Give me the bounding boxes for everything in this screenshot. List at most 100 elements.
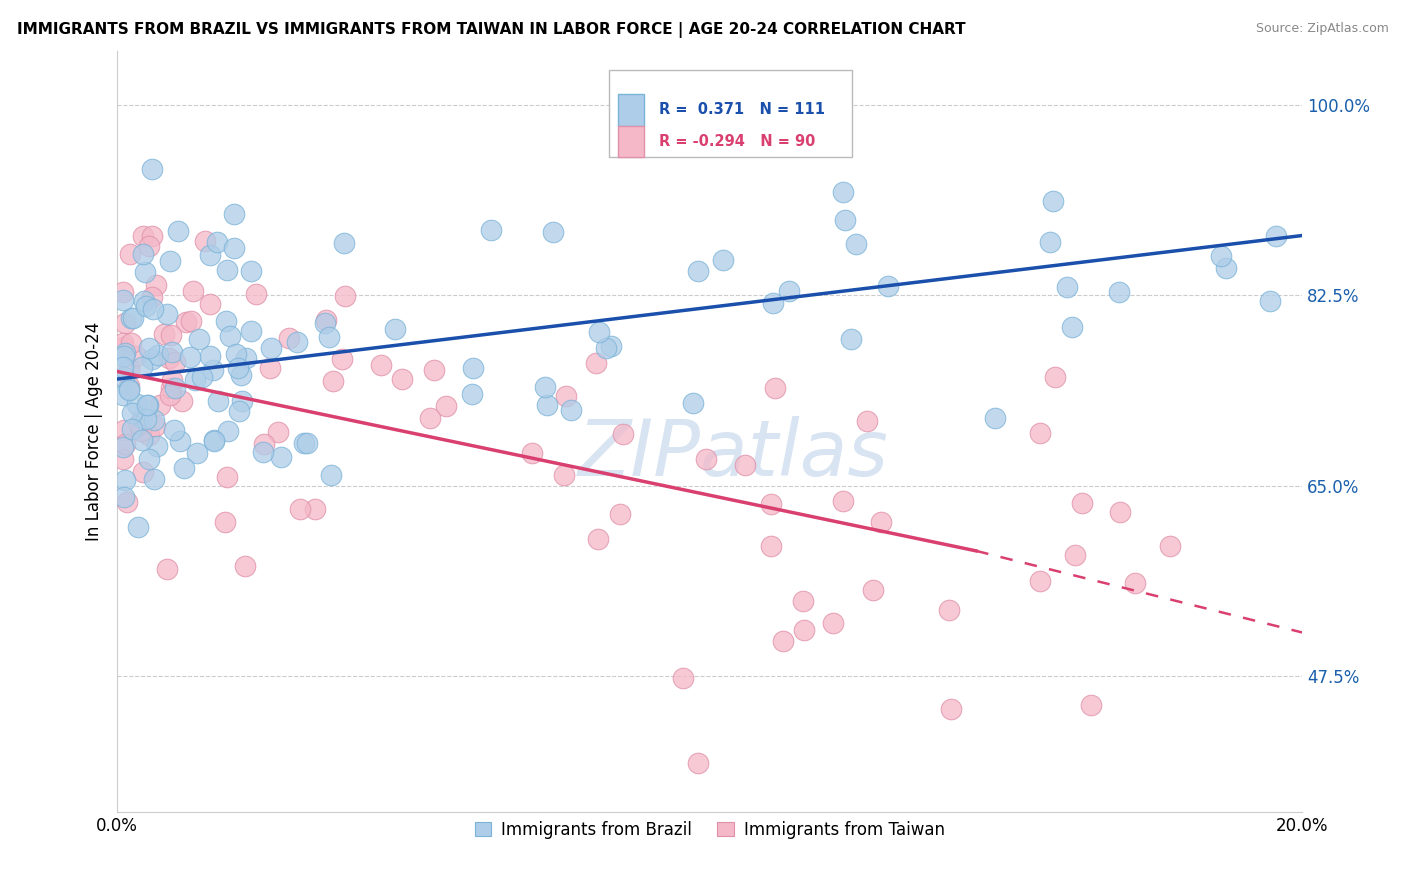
Point — [260, 341, 283, 355]
Point — [520, 445, 543, 459]
Point — [585, 356, 607, 370]
Point — [132, 228, 155, 243]
Point — [553, 467, 575, 482]
Point — [129, 424, 152, 438]
Point — [762, 296, 785, 310]
Point — [115, 495, 138, 509]
Point — [1039, 235, 1062, 250]
Point — [672, 671, 695, 685]
Point — [287, 334, 309, 349]
Point — [122, 310, 145, 325]
Point — [142, 413, 165, 427]
Bar — [609, 70, 852, 157]
Point — [135, 299, 157, 313]
Point — [315, 312, 337, 326]
Point — [1211, 249, 1233, 263]
Point — [225, 346, 247, 360]
Text: R = -0.294   N = 90: R = -0.294 N = 90 — [658, 134, 815, 149]
Point — [145, 278, 167, 293]
Point — [588, 325, 610, 339]
Point — [138, 341, 160, 355]
Point — [121, 421, 143, 435]
Point — [686, 756, 709, 770]
Point — [288, 501, 311, 516]
Point — [688, 263, 710, 277]
Bar — [619, 126, 644, 158]
Point — [834, 213, 856, 227]
Point — [118, 382, 141, 396]
Point — [194, 235, 217, 249]
Point — [1123, 576, 1146, 591]
Point — [228, 403, 250, 417]
Point — [207, 394, 229, 409]
Point — [711, 253, 734, 268]
Point — [772, 634, 794, 648]
Point — [132, 466, 155, 480]
Point — [682, 396, 704, 410]
Point — [156, 562, 179, 576]
Point — [202, 433, 225, 447]
Point — [270, 450, 292, 464]
Point — [146, 439, 169, 453]
Point — [143, 419, 166, 434]
Point — [127, 520, 149, 534]
Point — [160, 373, 183, 387]
Point — [198, 296, 221, 310]
Point — [141, 229, 163, 244]
Point — [112, 285, 135, 299]
Point — [233, 559, 256, 574]
Point — [534, 380, 557, 394]
Point — [138, 428, 160, 442]
Point — [112, 335, 135, 350]
Point — [330, 351, 353, 366]
Point — [1215, 261, 1237, 276]
Point — [984, 410, 1007, 425]
Point — [231, 394, 253, 409]
Point — [253, 437, 276, 451]
Point — [1029, 574, 1052, 588]
Text: Source: ZipAtlas.com: Source: ZipAtlas.com — [1256, 22, 1389, 36]
Point — [1028, 426, 1050, 441]
Point — [160, 327, 183, 342]
Point — [759, 540, 782, 554]
Point — [778, 285, 800, 299]
Point — [333, 235, 356, 250]
Point — [112, 423, 135, 437]
Point — [423, 363, 446, 377]
Legend: Immigrants from Brazil, Immigrants from Taiwan: Immigrants from Brazil, Immigrants from … — [468, 814, 952, 846]
Point — [586, 532, 609, 546]
Point — [181, 285, 204, 299]
Point — [938, 603, 960, 617]
Text: R =  0.371   N = 111: R = 0.371 N = 111 — [658, 103, 825, 118]
Point — [114, 474, 136, 488]
Point — [222, 241, 245, 255]
Point — [118, 246, 141, 260]
Point — [370, 359, 392, 373]
Point — [112, 359, 135, 374]
Point — [1042, 194, 1064, 208]
Point — [138, 452, 160, 467]
Point — [391, 372, 413, 386]
Point — [173, 460, 195, 475]
Point — [252, 444, 274, 458]
Point — [125, 350, 148, 364]
Point — [118, 379, 141, 393]
Point — [481, 223, 503, 237]
Point — [434, 400, 457, 414]
Point — [143, 471, 166, 485]
Point — [128, 417, 150, 432]
Point — [141, 352, 163, 367]
Point — [832, 493, 855, 508]
Point — [131, 359, 153, 374]
Point — [135, 398, 157, 412]
Point — [266, 425, 288, 440]
Point — [114, 317, 136, 331]
Point — [159, 254, 181, 268]
Point — [322, 374, 344, 388]
Point — [214, 515, 236, 529]
Point — [165, 354, 187, 368]
Point — [162, 345, 184, 359]
Point — [180, 313, 202, 327]
Point — [131, 411, 153, 425]
Point — [112, 369, 135, 384]
